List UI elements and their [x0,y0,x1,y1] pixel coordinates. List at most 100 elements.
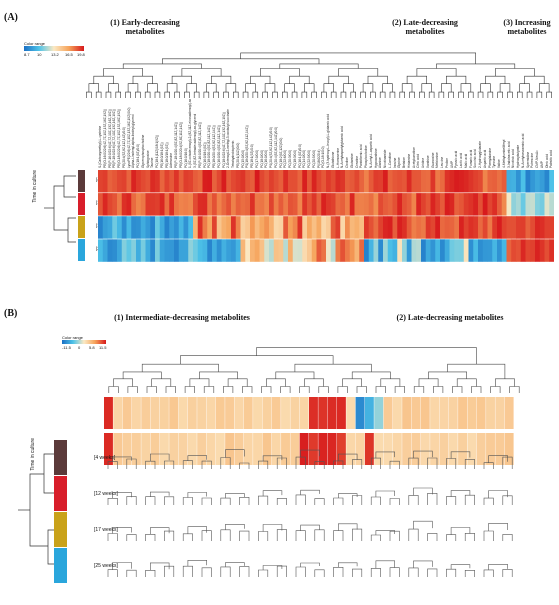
heatmap-cell [107,216,113,239]
metabolite-label: 3-Indoleacetic acid [506,141,511,168]
dendrogram-branch [164,496,175,505]
heatmap-cell [292,193,298,216]
heatmap-cell [221,193,227,216]
heatmap-cell [336,433,346,465]
dendrogram-branch [351,371,391,379]
dendrogram-branch [252,91,259,98]
dendrogram-branch [314,498,325,505]
heatmap-cell [202,193,208,216]
heatmap-cell [231,216,237,239]
metabolite-label: UMP [449,160,454,168]
metabolite-label: PE(18:0/18:1(9Z)) [164,142,169,168]
heatmap-cell [216,239,222,262]
heatmap-cell [141,433,151,465]
heatmap-cell [535,170,541,193]
metabolite-label: PE(P-18:0/22:6(4Z,7Z,10Z,13Z,16Z,19Z)) [112,109,117,168]
heatmap-cell [104,397,113,429]
heatmap-cell [174,170,180,193]
dendrogram-branch [526,91,533,98]
heatmap-cell [316,170,322,193]
dendrogram-branch [502,569,513,577]
dendrogram-branch [225,83,237,93]
metabolite-label: PE(P-18:0/20:4(5Z,8Z,11Z,14Z)) [174,122,178,168]
heatmap-cell [430,433,440,465]
metabolite-label: PS(20:4(5Z,8Z,11Z,14Z)/0:0) [269,127,273,168]
panel-b-label: (B) [4,308,18,319]
heatmap-cell [155,216,161,239]
dendrogram-branch [144,91,151,98]
group-early-decreasing-title: (1) Early-decreasing metabolites [110,18,180,36]
dendrogram-branch [193,91,200,98]
heatmap-cell [264,239,270,262]
metabolite-label: N-Acetylaspartylglutamic acid [340,126,345,168]
dendrogram-branch [201,567,212,577]
heatmap-cell [121,193,127,216]
metabolite-label: L-Carnitine [387,152,392,168]
metabolite-label: 3-(5Z,8Z-tetradecadienoyl)-sn-glycerol [193,113,197,168]
heatmap-cell [226,193,232,216]
lower-dendrograms-b [107,449,513,577]
heatmap-cell [506,170,512,193]
heatmap-cell [425,239,431,262]
heatmap-cell [449,170,455,193]
dendrogram-branch [295,494,306,505]
dendrogram-branch [187,526,207,534]
dendrogram-branch [225,524,245,530]
heatmap-cell [254,239,260,262]
dendrogram-branch [203,386,215,393]
dendrogram-branch [488,455,508,463]
dendrogram-branch [282,91,288,98]
heatmap-cell [178,193,184,216]
dendrogram-branch [245,83,256,93]
dendrogram-branch [382,83,393,93]
metabolite-label: S-(Carboxymethyl)-L-cysteine [98,125,102,168]
heatmap-cell [140,193,146,216]
dendrogram-branch [370,568,381,577]
heatmap-cell [98,193,104,216]
metabolite-label: Succinic acid [473,149,478,168]
heatmap-cell [549,193,554,216]
heatmap-cell [187,433,197,465]
heatmap-cell [145,216,151,239]
dendrogram-branch [187,560,207,567]
heatmap-cell [425,216,431,239]
heatmap-cell [544,170,550,193]
heatmap-cell [497,170,503,193]
heatmap-cell [535,239,541,262]
heatmap-cell [495,433,505,465]
heatmap-cell [458,397,468,429]
heatmap-cell [349,193,355,216]
heatmap-cell [283,170,289,193]
dendrogram-branch [546,91,552,98]
heatmap-cell [368,239,374,262]
dendrogram-branch [502,534,513,541]
dendrogram-branch [258,495,269,505]
dendrogram-branch [524,75,545,84]
dendrogram-branch [483,497,494,505]
dendrogram-branch [352,528,363,541]
heatmap-cell [516,170,522,193]
dendrogram-branch [300,562,320,567]
dendrogram-branch [276,498,287,505]
dendrogram-branch [165,386,176,393]
heatmap-cell [240,193,246,216]
heatmap-cell [349,239,355,262]
heatmap-cell [476,433,486,465]
metabolite-label: Putrescine [530,152,535,168]
heatmap-cell [290,397,300,429]
dendrogram-branch [262,91,268,98]
heatmap-cell [122,397,132,429]
heatmap-cell [321,193,327,216]
dendrogram-branch [375,386,386,393]
heatmap-cell [336,397,346,429]
heatmap-cell [530,216,536,239]
metabolite-label: Leucine [440,156,444,168]
metabolite-label: Acetylcarnitine [411,147,416,168]
heatmap-cell [392,433,402,465]
heatmap-cell [486,433,495,465]
heatmap-cell [397,216,403,239]
heatmap-cell [421,239,427,262]
heatmap-cell [288,193,294,216]
dendrogram-branch [536,91,543,98]
metabolite-label: Phosphocholine [364,145,368,168]
